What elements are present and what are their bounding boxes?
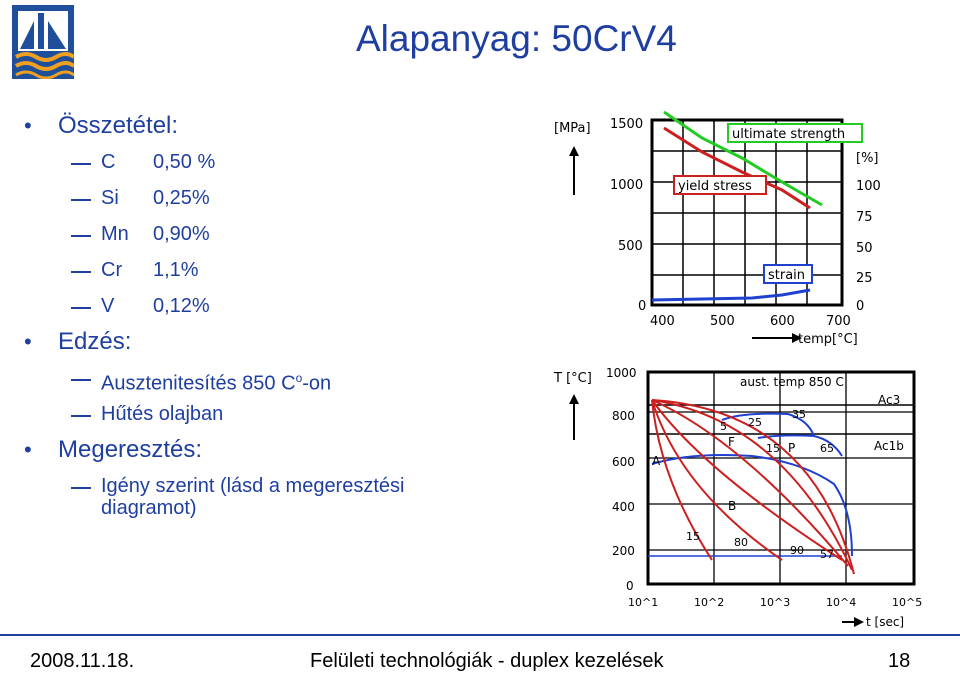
y-arrowhead [569,394,579,404]
bainite-start-curve [651,454,853,557]
strain-label: strain [768,268,805,283]
pearlite-label: P [788,441,795,455]
x-tick: 10^5 [892,596,922,609]
y-tick: 400 [612,500,635,514]
y-tick: 1000 [610,178,643,193]
ys-line [663,126,811,210]
footer-date: 2008.11.18. [30,650,135,672]
y-tick: 500 [618,239,643,254]
curve-number: 65 [820,442,834,455]
bullet-list: Összetétel: C 0,50 % Si 0,25% Mn 0,90% Cr 1,… [24,108,524,520]
tempering-line: Igény szerint (lásd a megeresztési [24,468,524,504]
element-value: 0,12% [153,295,210,317]
composition-item: Mn 0,90% [24,216,524,252]
ys-label-box [673,175,767,195]
y-arrowhead [569,146,579,156]
cooling-line: Hűtés olajban [24,396,524,432]
element-symbol: Mn [101,223,129,245]
right-tick: 0 [856,299,864,314]
uts-line [663,110,823,207]
element-value: 1,1% [153,259,199,281]
x-tick: 700 [826,314,851,329]
curve-number: 35 [792,408,806,421]
cct-grid [648,372,914,584]
footer-divider [0,634,960,636]
temp-unit: T [°C] [553,371,592,386]
y-tick: 1500 [610,117,643,132]
curve-number: 57 [820,548,834,561]
austenitize-text: Ausztenitesítés 850 C [101,372,296,395]
uts-label: ultimate strength [732,127,845,142]
austenitize-line: Ausztenitesítés 850 Co-on [24,360,524,396]
composition-item: Cr 1,1% [24,252,524,288]
element-symbol: Cr [101,259,123,281]
curve-number: 80 [734,536,748,549]
institution-logo [12,5,74,79]
slide-title: Alapanyag: 50CrV4 [356,18,677,59]
composition-item: C 0,50 % [24,144,524,180]
bainite-label: B [728,499,736,513]
right-tick: 50 [856,241,873,256]
right-tick: 100 [856,179,881,194]
composition-heading: Összetétel: [24,108,524,144]
y-tick: 0 [626,579,634,593]
x-tick: 10^4 [826,596,856,609]
tempering-heading: Megeresztés: [24,432,524,468]
element-value: 0,25% [153,187,210,209]
right-tick: 75 [856,210,873,225]
hardening-heading: Edzés: [24,324,524,360]
composition-item: Si 0,25% [24,180,524,216]
y-tick: 200 [612,544,635,558]
x-tick: 10^3 [760,596,790,609]
tempering-chart: [MPa] 1500 1000 500 0 ultimate strength … [554,110,881,347]
tempering-line-continued: diagramot) [101,497,197,519]
curve-number: 90 [790,544,804,557]
curve-number: 15 [686,530,700,543]
x-tick: 600 [770,314,795,329]
strain-line [651,288,811,302]
curve-number: 5 [720,420,727,433]
curve-number: 25 [748,416,762,429]
right-tick: 25 [856,271,873,286]
page-number: 18 [888,650,911,672]
element-symbol: V [101,295,115,317]
y-tick: 0 [638,299,646,314]
x-arrowhead [854,617,864,627]
element-value: 0,50 % [153,151,216,173]
degree-superscript: o [295,371,303,385]
y-tick: 1000 [606,366,637,380]
percent-unit: [%] [856,151,879,166]
y-tick: 800 [612,409,635,423]
footer-title: Felületi technológiák - duplex kezelések [310,650,664,672]
element-symbol: Si [101,187,119,209]
strain-label-box [763,264,813,284]
x-tick: 10^1 [628,596,658,609]
pearlite-curve [757,434,843,457]
mpa-unit: [MPa] [554,121,591,136]
aust-temp-note: aust. temp 850 C [740,375,844,389]
cooling-curves [651,399,855,575]
austenitize-suffix: -on [302,372,332,395]
curve-number: 15 [766,442,780,455]
x-tick: 10^2 [694,596,724,609]
element-value: 0,90% [153,223,210,245]
uts-label-box [727,123,863,143]
ferrite-start-curve [721,412,815,437]
y-tick: 600 [612,455,635,469]
x-tick: 500 [710,314,735,329]
ys-label: yield stress [678,179,752,194]
element-symbol: C [101,151,116,173]
ac3-label: Ac3 [878,393,900,407]
ferrite-label: F [728,435,735,449]
x-label: temp[°C] [798,332,858,347]
x-label: t [sec] [866,615,904,629]
cct-diagram: T [°C] 1000 800 600 400 200 0 aust. temp… [553,366,922,629]
ac1b-label: Ac1b [874,439,904,453]
x-tick: 400 [650,314,675,329]
austenite-label: A [652,454,661,468]
composition-item: V 0,12% [24,288,524,324]
x-arrowhead [792,333,802,343]
